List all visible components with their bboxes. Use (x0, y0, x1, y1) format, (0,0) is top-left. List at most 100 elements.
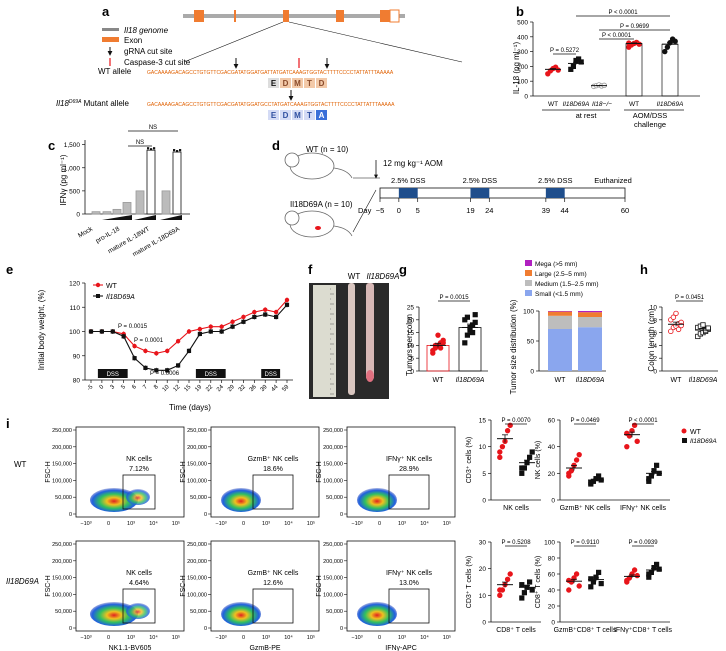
flow-ytick-label: 100,000 (187, 592, 207, 598)
flow-ytick-label: 150,000 (187, 462, 207, 468)
e-ytick-label: 100 (69, 329, 80, 336)
b-group-challenge: challenge (634, 120, 666, 129)
aa-letter: A (319, 111, 325, 120)
e-dss-bar (97, 369, 128, 378)
e-legend-mut: Il18D69A (106, 294, 135, 301)
i-group-point (576, 451, 582, 458)
flow-xtick-label: −10³ (80, 521, 91, 527)
flow-gate-pct: 12.6% (263, 580, 283, 587)
b-group-1-point (568, 66, 574, 72)
exon-utr (389, 9, 400, 23)
i-xlabel: GzmB⁺ NK cells (560, 505, 611, 512)
e-xtick-label: 22 (205, 384, 214, 393)
panel-letter: d (272, 138, 280, 153)
e-point (197, 331, 202, 337)
g-ytick-label: 10 (407, 343, 415, 350)
flow-gate-pct: 28.9% (399, 466, 419, 473)
b-group-4-point (662, 48, 668, 55)
flow-xtick-label: 0 (242, 521, 245, 527)
h-p-pval: P = 0.0451 (675, 295, 705, 301)
i-ytick-label: 40 (548, 444, 556, 451)
flow-xtick-label: 0 (378, 635, 381, 641)
aa-box (292, 78, 303, 88)
i-ylabel: CD3⁺ T cells (%) (466, 556, 473, 608)
flow-gate-name: GzmB⁺ NK cells (248, 570, 299, 577)
c-dose-triangle (134, 215, 156, 220)
e-series-1-line (91, 304, 288, 371)
i-group-point (497, 592, 503, 599)
i-group-point (634, 438, 640, 445)
h-xtick: Il18D69A (689, 377, 718, 384)
g2-segment (548, 329, 572, 371)
i-group-point (527, 579, 533, 585)
c-point (147, 147, 150, 150)
e-pval: P = 0.0006 (150, 371, 180, 377)
legend-casp: Caspase-3 cut site (124, 58, 191, 67)
flow-xtick-label: 10³ (127, 635, 135, 641)
flow-gate-pct: 4.64% (129, 580, 149, 587)
d-end-label: Euthanized (594, 176, 632, 185)
g2-segment (548, 315, 572, 329)
ruler-ticks (330, 288, 334, 395)
i-scatter: 0 5 10 15 CD3⁺ cells (%) P = 0.0070 NK cells 0 2… (466, 418, 717, 635)
c-ns1-pval: NS (149, 125, 157, 131)
h-ytick-label: 2 (653, 356, 657, 363)
d-day-tick-label: 24 (485, 206, 493, 215)
e-point (208, 324, 213, 329)
i-group-point (519, 582, 525, 588)
flow-ytick-label: 50,000 (326, 495, 343, 501)
i-group-point (634, 572, 640, 579)
i-group-point (588, 584, 594, 590)
aa-box (292, 110, 303, 120)
b-bar (661, 43, 679, 97)
exon-4 (336, 10, 344, 22)
i-legend-wt-marker (681, 428, 687, 434)
colon-tumor (366, 370, 374, 382)
aa-letter: D (283, 79, 289, 88)
mouse-mut-icon (284, 210, 353, 238)
flow-xtick-label: 10³ (398, 635, 406, 641)
g-p-pval: P = 0.0015 (439, 295, 469, 301)
flow-ytick-label: 200,000 (52, 559, 72, 565)
g-ytick-label: 15 (407, 330, 415, 337)
c-dose-triangle (160, 215, 182, 220)
i-p-pval: P = 0.0469 (570, 418, 600, 424)
i-row-mut: Il18D69A (6, 577, 39, 586)
flow-gate (122, 474, 156, 510)
i-group-point (654, 561, 660, 568)
e-point (284, 297, 290, 303)
h-wt-point (668, 328, 674, 335)
flow-ytick-label: 100,000 (52, 592, 72, 598)
flow-ytick-label: 150,000 (323, 576, 343, 582)
e-dss-label: DSS (264, 372, 276, 378)
e-point (154, 368, 159, 373)
panel-a: a Il18 genome Exon gRNA cut site Caspase… (56, 4, 463, 120)
e-point (176, 363, 181, 368)
flow-ytick-label: 0 (204, 626, 207, 632)
b-group-0-point (555, 67, 561, 73)
g-plot: 0 5 10 15 20 25 P = 0.0015 WT Il18D69A 0 50 100 WT Il… (407, 260, 606, 384)
colon-wt (348, 283, 355, 395)
flow-ytick-label: 50,000 (190, 495, 207, 501)
i-group-point (656, 566, 662, 572)
h-wt-point (675, 326, 682, 333)
e-xtick-label: 44 (271, 384, 280, 393)
g-wt-point (437, 345, 444, 351)
panel-d: d WT (n = 10) Il18D69A (n = 10) 12 mg kg… (272, 138, 632, 238)
c-ytick-label: 500 (69, 188, 80, 195)
i-ytick-label: 5 (482, 471, 486, 478)
flow-xtick-label: 10³ (398, 521, 406, 527)
i-group-point (566, 577, 572, 584)
g-legend-label: Mega (>5 mm) (535, 261, 577, 268)
b-ytick-label: 200 (517, 64, 528, 71)
flow-density (357, 488, 397, 512)
i-group-point (566, 470, 572, 477)
c-point (150, 148, 153, 151)
flow-xtick-label: 10⁵ (172, 634, 180, 641)
b-xtick: Il18D69A (563, 101, 590, 108)
i-legend-wt: WT (690, 429, 702, 436)
b-xtick: WT (629, 101, 639, 108)
aa-letter: E (271, 79, 277, 88)
